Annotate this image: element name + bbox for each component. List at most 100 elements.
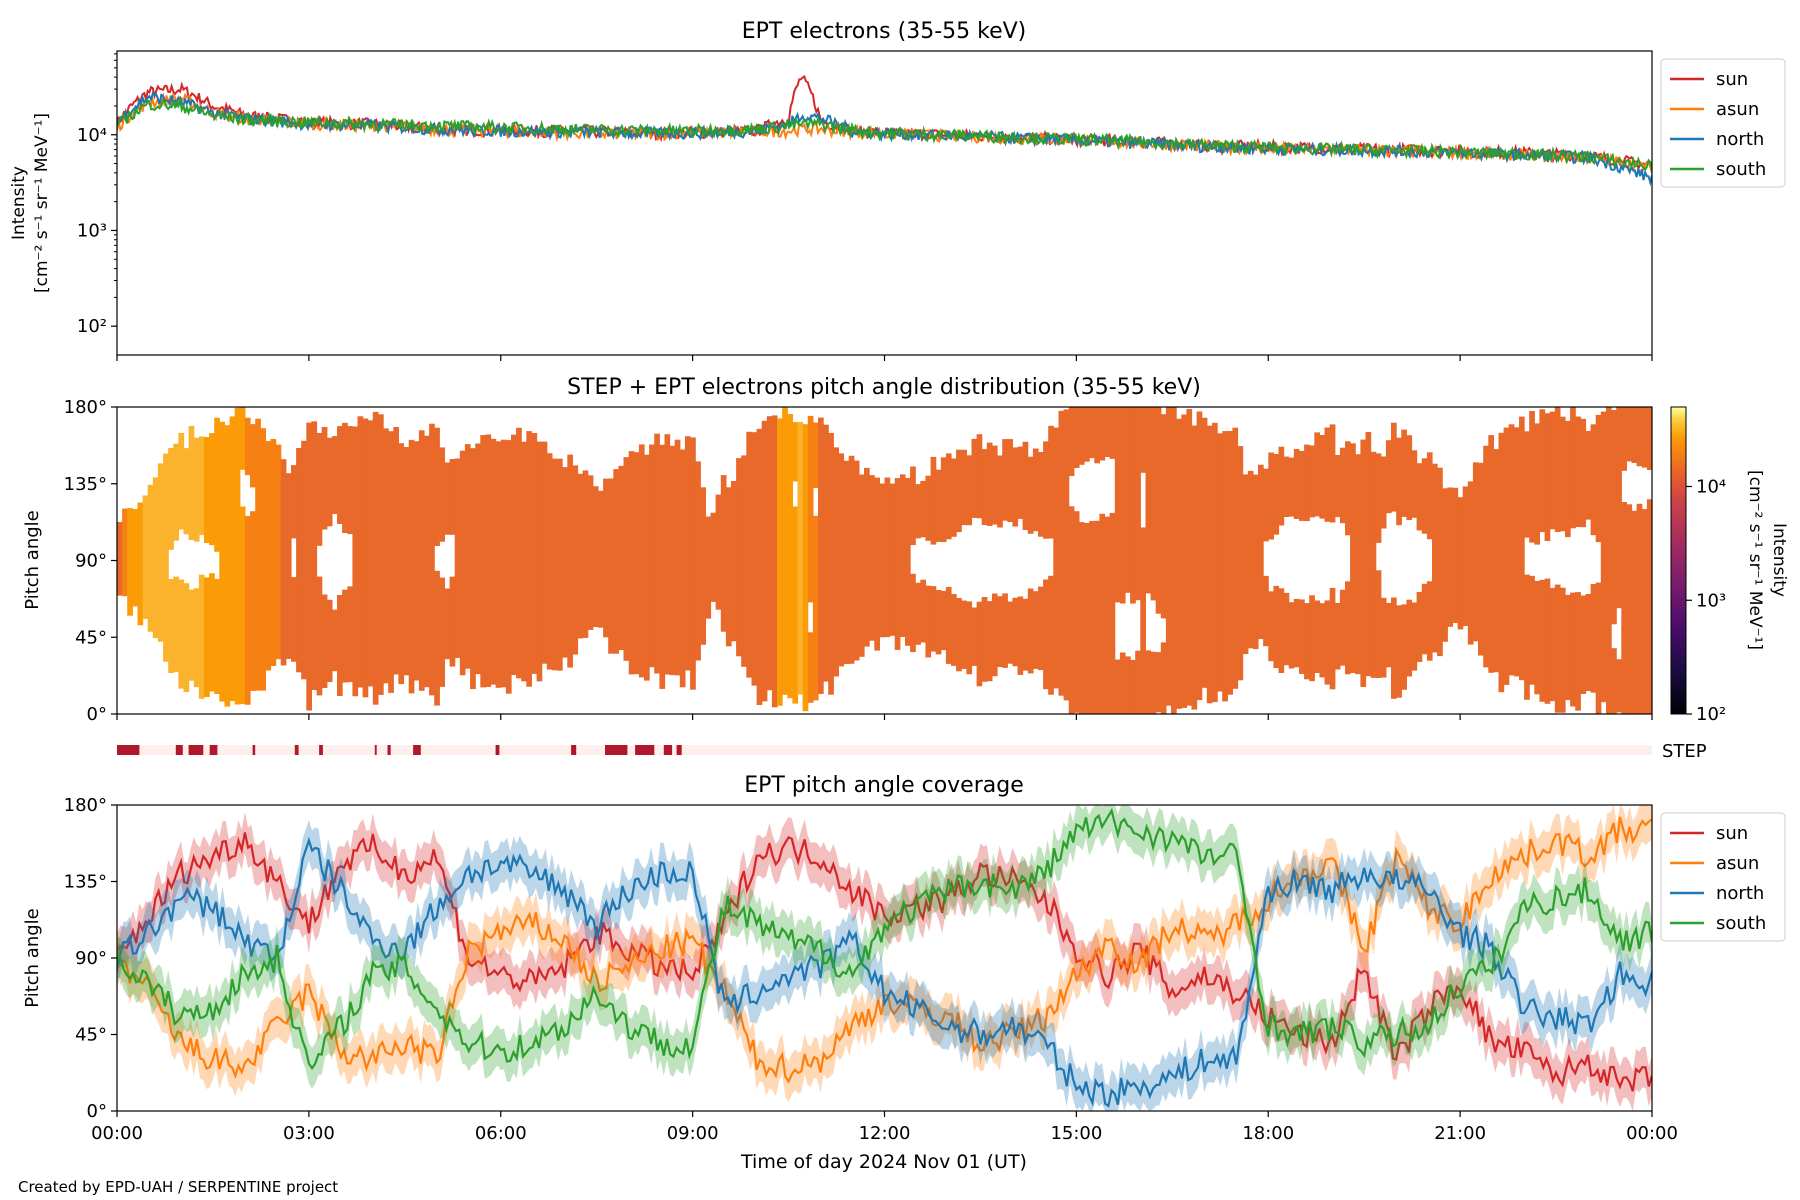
pad-cell: [966, 601, 973, 675]
pad-cell: [1595, 582, 1602, 714]
pad-cell: [1529, 411, 1535, 543]
pad-cell: [1155, 407, 1162, 614]
pad-cell: [142, 495, 149, 619]
pad-cell: [991, 445, 998, 525]
y-tick-label: 10²: [77, 316, 107, 337]
pad-cell: [1421, 583, 1428, 655]
pad-cell: [1237, 446, 1244, 681]
pad-cell: [1078, 407, 1085, 465]
pad-cell: [331, 436, 338, 514]
step-bar-marks: [117, 745, 682, 755]
pad-cell: [853, 460, 860, 661]
pad-cell: [618, 465, 625, 651]
step-interval: [294, 745, 299, 755]
pad-cell: [188, 425, 195, 540]
pad-cell: [582, 470, 589, 638]
pad-cell: [910, 573, 916, 653]
pad-cell: [357, 416, 364, 688]
pad-cell: [511, 434, 517, 675]
pad-cell: [183, 583, 190, 693]
pad-cell: [403, 447, 410, 676]
pad-cell: [1380, 597, 1387, 678]
pad-cell: [1498, 432, 1505, 693]
pad-cell: [1611, 648, 1617, 714]
pad-cell: [250, 424, 256, 488]
pad-cell: [802, 424, 809, 712]
pad-cell: [1324, 600, 1331, 685]
pad-cell: [1022, 441, 1029, 530]
pad-cell: [1263, 575, 1269, 647]
pad-cell: [1278, 588, 1285, 673]
pad-cell: [1360, 439, 1367, 687]
pad-cell: [613, 469, 619, 654]
pad-cell: [464, 444, 471, 669]
y-tick-label: 0°: [87, 704, 107, 725]
x-tick-label: 12:00: [859, 1123, 911, 1144]
pad-cell: [1084, 523, 1090, 714]
step-interval: [209, 745, 218, 755]
pad-cell: [823, 424, 829, 682]
panel1-title: EPT electrons (35-55 keV): [742, 19, 1027, 44]
pad-cell: [592, 486, 599, 627]
pad-cell: [459, 450, 466, 676]
pad-cell: [1580, 595, 1587, 694]
pad-cell: [173, 576, 179, 673]
pad-cell: [1222, 431, 1228, 702]
pad-cell: [347, 586, 353, 683]
pad-cell: [751, 432, 758, 686]
pad-cell: [976, 434, 983, 519]
pad-cell: [326, 437, 333, 527]
pad-cell: [188, 589, 195, 681]
pad-cell: [255, 418, 261, 691]
pad-cell: [393, 427, 399, 675]
pad-cell: [1483, 445, 1489, 668]
pad-cell: [1375, 453, 1382, 543]
pad-cell: [1345, 581, 1351, 675]
pad-cell: [567, 454, 573, 668]
coverage-band-south: [117, 805, 1652, 1089]
pad-cell: [986, 442, 993, 526]
pad-cell: [331, 609, 338, 672]
pad-cell: [383, 428, 389, 684]
pad-cell: [342, 589, 348, 683]
pad-cell: [997, 455, 1003, 528]
pad-cell: [495, 441, 502, 688]
pad-cell: [1549, 587, 1556, 702]
pad-cell: [1626, 504, 1633, 714]
pad-cell: [449, 576, 456, 667]
pad-cell: [198, 436, 205, 536]
pad-cell: [1242, 474, 1249, 655]
coverage-band-north: [117, 820, 1652, 1111]
pad-cell: [761, 420, 768, 702]
pad-cell: [1621, 407, 1627, 471]
pad-cell: [1130, 659, 1136, 714]
pad-cell: [526, 431, 532, 687]
pad-cell: [1171, 407, 1177, 714]
pad-cell: [1570, 592, 1576, 707]
pad-cell: [239, 407, 246, 470]
pad-cell: [1457, 497, 1464, 630]
intensity-line-south: [117, 96, 1652, 172]
pad-cell: [1232, 427, 1239, 689]
pad-cell: [833, 447, 839, 677]
pad-cell: [1554, 584, 1561, 713]
pad-cell: [991, 593, 998, 677]
pad-cell: [746, 431, 752, 678]
pad-cell: [209, 573, 215, 692]
pad-cell: [654, 433, 660, 674]
pad-cell: [316, 576, 323, 696]
pad-cell: [173, 443, 179, 541]
pad-cell: [1585, 430, 1592, 520]
legend-label-south: south: [1716, 159, 1766, 180]
pad-cell: [1017, 446, 1024, 519]
pad-cell: [1268, 591, 1274, 662]
pad-cell: [1513, 427, 1520, 677]
pad-cell: [766, 416, 773, 691]
pad-cell: [378, 414, 384, 695]
pad-cell: [1631, 510, 1638, 714]
pad-cell: [669, 445, 676, 676]
panel3-legend: sun asun north south: [1660, 812, 1786, 942]
pad-cell: [1549, 411, 1556, 530]
pad-cell: [695, 461, 701, 661]
